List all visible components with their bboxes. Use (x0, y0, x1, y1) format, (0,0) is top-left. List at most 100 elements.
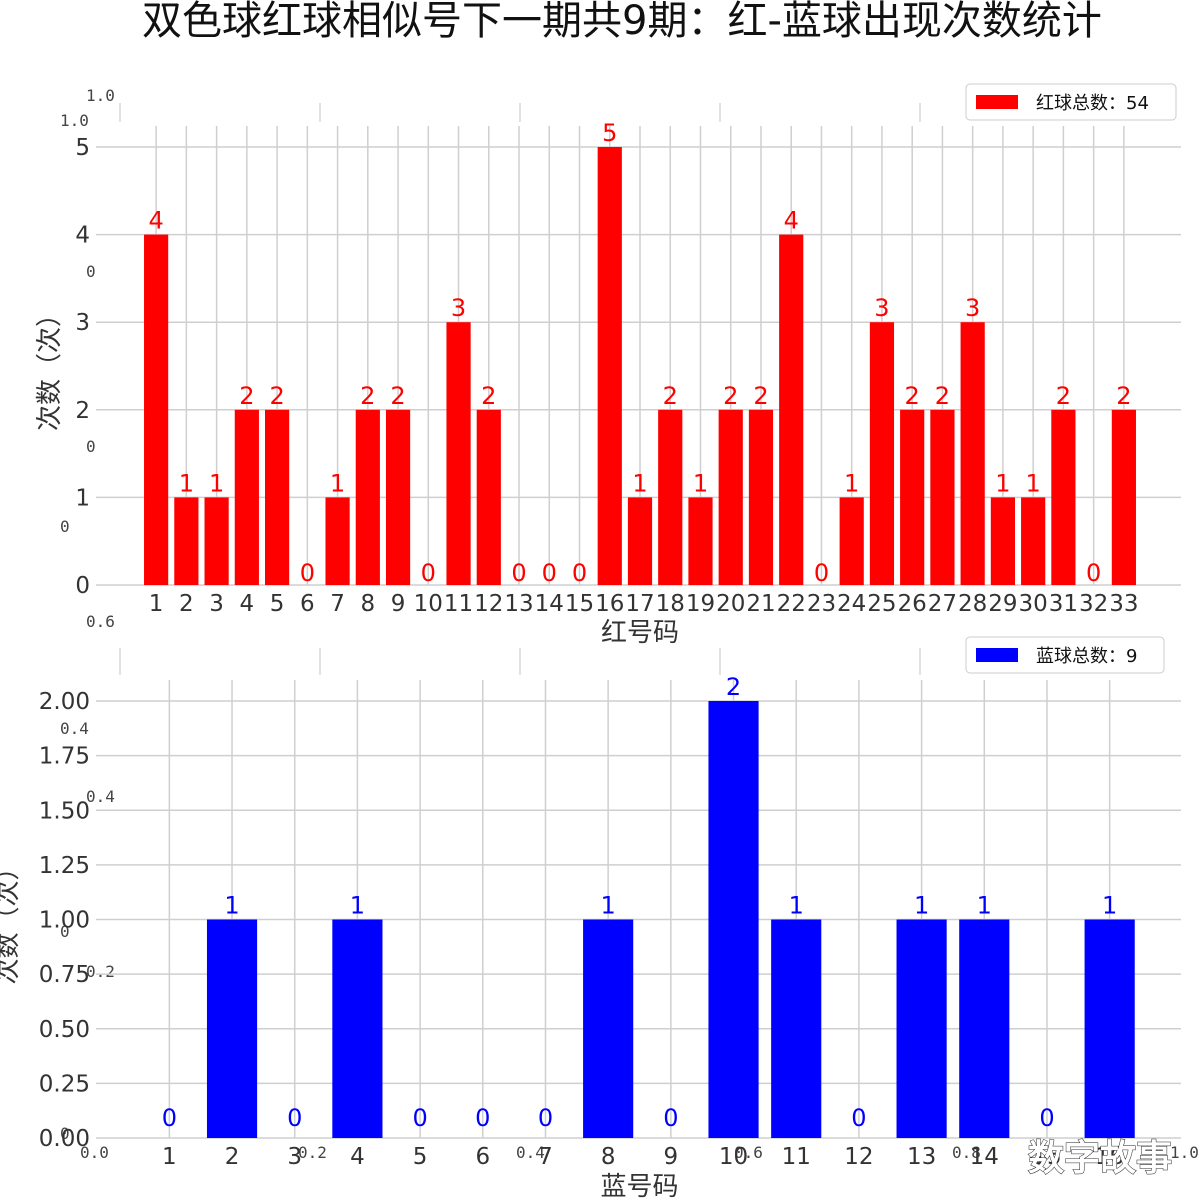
bar-value-label: 4 (148, 207, 163, 235)
y-tick-label: 1.25 (39, 853, 90, 879)
x-tick-label: 11 (444, 591, 473, 617)
legend-swatch (976, 95, 1018, 109)
ghost-left-tick: 0.4 (60, 719, 89, 738)
legend-box (965, 636, 1165, 674)
bar (583, 919, 634, 1138)
legend-label: 红球总数：54 (1036, 93, 1149, 114)
bar-value-label: 1 (350, 892, 365, 920)
bar-value-label: 5 (602, 119, 617, 147)
x-tick-label: 28 (958, 591, 987, 617)
x-tick-label: 1 (162, 1144, 177, 1170)
x-tick-label: 24 (837, 591, 866, 617)
x-tick-label: 1 (149, 591, 164, 617)
x-tick-label: 12 (844, 1144, 873, 1170)
x-tick-label: 3 (287, 1144, 302, 1170)
bar-value-label: 0 (538, 1104, 553, 1132)
ghost-left-tick: 0.6 (86, 612, 115, 631)
bar (990, 497, 1016, 585)
bar-value-label: 2 (1056, 382, 1071, 410)
ghost-bottom-tick: 0.2 (298, 1143, 327, 1162)
bar (264, 409, 290, 585)
bar-value-label: 1 (330, 469, 345, 497)
bar-value-label: 2 (663, 382, 678, 410)
ghost-left-tick: 0 (60, 922, 70, 941)
bar-value-label: 0 (475, 1104, 490, 1132)
bar (234, 409, 259, 585)
bar (446, 322, 471, 585)
ghost-bottom-tick: 0.8 (952, 1143, 981, 1162)
y-tick-label: 0.00 (39, 1126, 90, 1152)
bar-value-label: 0 (663, 1104, 678, 1132)
bar-value-label: 2 (905, 382, 920, 410)
x-tick-label: 6 (300, 591, 315, 617)
y-tick-label: 0.75 (39, 962, 90, 988)
y-tick-label: 0.25 (39, 1071, 90, 1097)
bar (900, 409, 925, 585)
x-axis-label: 红号码 (601, 618, 679, 648)
bar-value-label: 2 (481, 382, 496, 410)
bar-value-label: 2 (239, 382, 254, 410)
x-tick-label: 10 (414, 591, 443, 617)
y-tick-label: 3 (75, 310, 90, 336)
x-tick-label: 17 (625, 591, 654, 617)
bar-value-label: 3 (965, 294, 980, 322)
bar-value-label: 3 (451, 294, 466, 322)
y-tick-label: 2.00 (39, 689, 90, 715)
bar (476, 409, 501, 585)
ghost-left-tick: 0 (86, 437, 96, 456)
x-axis-label: 蓝号码 (600, 1172, 678, 1201)
bar (627, 497, 653, 585)
x-tick-label: 26 (898, 591, 927, 617)
bar-value-label: 2 (723, 382, 738, 410)
bar-value-label: 2 (360, 382, 375, 410)
x-tick-label: 33 (1109, 591, 1138, 617)
red-ball-chart: 0123454112132425061728290103112120130140… (35, 83, 1181, 648)
bar (771, 919, 822, 1138)
bar (688, 497, 713, 585)
ghost-left-tick: 0 (60, 517, 70, 536)
bar (1111, 409, 1136, 585)
bar-value-label: 2 (269, 382, 284, 410)
bar-value-label: 1 (179, 469, 194, 497)
y-tick-label: 0 (75, 573, 90, 599)
bar (597, 147, 622, 585)
x-tick-label: 21 (746, 591, 775, 617)
x-tick-label: 16 (1095, 1144, 1124, 1170)
bar (1084, 919, 1135, 1138)
ghost-left-tick: 1.0 (86, 86, 115, 105)
y-tick-label: 2 (75, 398, 90, 424)
bar-value-label: 0 (287, 1104, 302, 1132)
bar-value-label: 0 (1039, 1104, 1054, 1132)
bar-value-label: 1 (601, 892, 616, 920)
x-tick-label: 2 (225, 1144, 240, 1170)
x-tick-label: 13 (504, 591, 533, 617)
bar (385, 409, 411, 585)
bar-value-label: 1 (632, 469, 647, 497)
x-tick-label: 29 (988, 591, 1017, 617)
bar-value-label: 1 (789, 892, 804, 920)
bar-value-label: 1 (209, 469, 224, 497)
y-tick-label: 1 (75, 485, 90, 511)
bar (779, 234, 804, 585)
y-axis-label: 次数（次） (35, 301, 65, 431)
y-tick-label: 4 (75, 223, 90, 249)
x-tick-label: 3 (209, 591, 224, 617)
bar-value-label: 0 (542, 559, 557, 587)
x-tick-label: 9 (664, 1144, 679, 1170)
bar-value-label: 1 (914, 892, 929, 920)
bar-value-label: 0 (162, 1104, 177, 1132)
y-tick-label: 1.00 (39, 908, 90, 934)
legend-swatch (976, 648, 1018, 662)
bar (959, 919, 1010, 1138)
bar-value-label: 1 (693, 469, 708, 497)
bar-value-label: 0 (300, 559, 315, 587)
ghost-left-tick: 0.2 (86, 962, 115, 981)
bar (325, 497, 350, 585)
bar (718, 409, 743, 585)
ghost-left-tick: 0 (60, 1124, 70, 1143)
x-tick-label: 20 (716, 591, 745, 617)
x-tick-label: 6 (475, 1144, 490, 1170)
bar (960, 322, 985, 585)
